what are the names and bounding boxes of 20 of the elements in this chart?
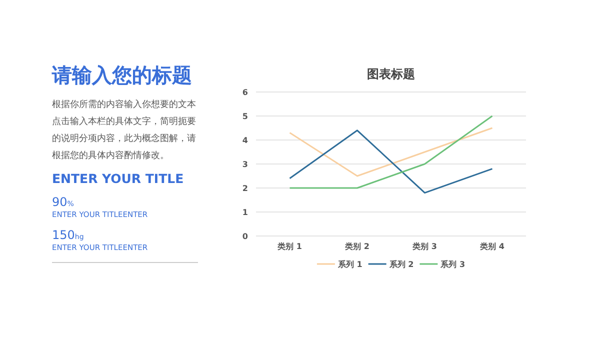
y-tick-label: 3 xyxy=(242,160,248,169)
x-tick-label: 类别 2 xyxy=(344,242,370,251)
x-tick-label: 类别 1 xyxy=(276,242,302,251)
text: ENTER YOUR TITLE xyxy=(52,171,185,186)
y-tick-label: 6 xyxy=(242,88,248,97)
y-tick-label: 1 xyxy=(242,208,248,217)
legend-label: 系列 3 xyxy=(440,260,466,269)
text: 根据你所需的内容输入你想要的文本点击输入本栏的具体文字，简明扼要的说明分项内容，此为概念图解，请根据您的具体内容酌情修改。 xyxy=(52,98,197,163)
text: 请输入您的标题 xyxy=(52,62,193,89)
line-series xyxy=(289,127,493,177)
line-series xyxy=(289,130,493,194)
legend-label: 系列 1 xyxy=(336,260,363,269)
y-tick-label: 2 xyxy=(242,184,248,193)
legend-label: 系列 2 xyxy=(388,260,414,269)
chart-title: 图表标题 xyxy=(367,67,415,81)
y-tick-label: 4 xyxy=(242,136,248,145)
x-tick-label: 类别 3 xyxy=(412,242,437,251)
x-tick-label: 类别 4 xyxy=(479,242,505,251)
y-tick-label: 0 xyxy=(242,232,248,241)
y-tick-label: 5 xyxy=(242,112,248,121)
